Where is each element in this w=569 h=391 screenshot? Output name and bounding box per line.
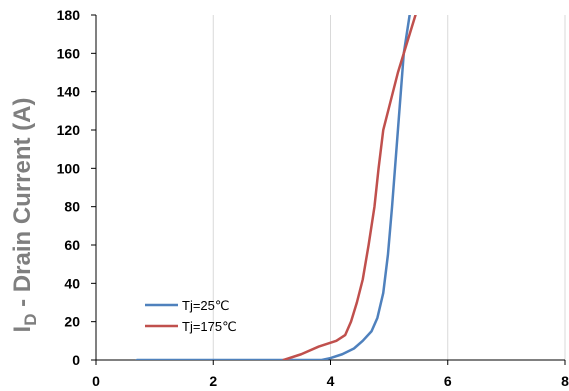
x-tick-label-0: 0 — [92, 373, 100, 389]
y-axis-label-rest: - Drain Current (A) — [9, 98, 36, 314]
legend: Tj=25℃ Tj=175℃ — [145, 298, 237, 334]
y-axis-label: ID - Drain Current (A) — [9, 98, 40, 333]
svg-text:ID - Drain Current (A): ID - Drain Current (A) — [9, 98, 40, 333]
legend-label-1: Tj=175℃ — [182, 319, 237, 334]
grid — [212, 15, 566, 360]
x-tick-labels: 0 2 4 6 8 — [92, 360, 569, 389]
y-tick-label-140: 140 — [57, 84, 81, 100]
y-tick-label-180: 180 — [57, 7, 81, 23]
series-line-tj-175c — [282, 15, 417, 360]
x-tick-label-2: 2 — [209, 373, 217, 389]
y-tick-label-0: 0 — [72, 352, 80, 368]
x-tick-label-6: 6 — [444, 373, 452, 389]
y-tick-label-60: 60 — [64, 237, 80, 253]
y-tick-label-40: 40 — [64, 275, 80, 291]
y-tick-label-120: 120 — [57, 122, 81, 138]
y-tick-label-100: 100 — [57, 160, 81, 176]
x-tick-label-8: 8 — [561, 373, 569, 389]
series-lines — [135, 15, 417, 360]
x-tick-label-4: 4 — [327, 373, 335, 389]
y-axis-label-main: I — [9, 326, 36, 333]
legend-label-0: Tj=25℃ — [182, 298, 229, 313]
y-axis-label-subscript: D — [21, 314, 40, 326]
series-line-tj-25c — [135, 15, 411, 360]
y-tick-label-20: 20 — [64, 314, 80, 330]
y-tick-labels: 0 20 40 60 80 100 120 140 160 180 — [57, 7, 96, 368]
y-tick-label-80: 80 — [64, 199, 80, 215]
y-tick-label-160: 160 — [57, 45, 81, 61]
